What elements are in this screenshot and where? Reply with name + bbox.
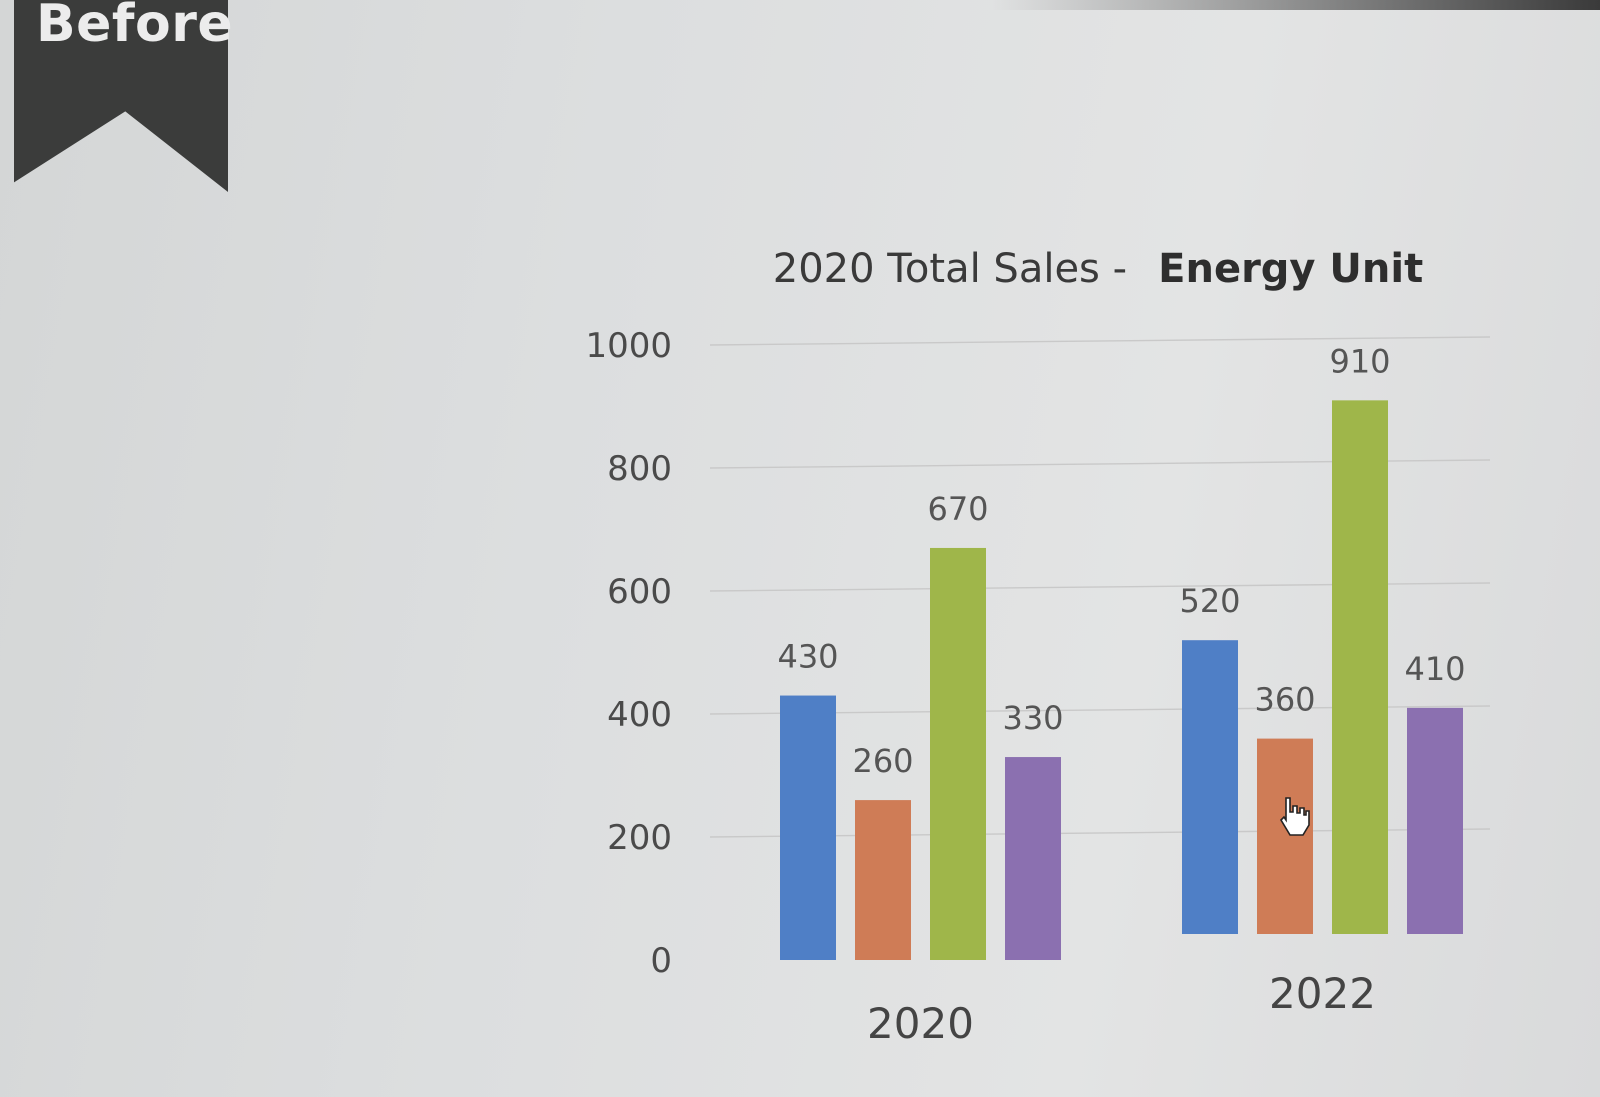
y-tick-label: 400 xyxy=(607,695,672,735)
y-axis-ticks: 0 200 400 600 800 1000 xyxy=(585,326,672,981)
hand-pointer-icon xyxy=(1279,797,1310,836)
category-label: 2020 xyxy=(867,999,974,1048)
data-label: 520 xyxy=(1179,582,1240,620)
category-label: 2022 xyxy=(1269,969,1376,1018)
data-label: 910 xyxy=(1329,342,1390,380)
y-tick-label: 600 xyxy=(607,572,672,612)
data-label: 260 xyxy=(852,742,913,780)
category-labels: 2020 2022 xyxy=(867,969,1376,1048)
bars xyxy=(780,400,1463,960)
data-label: 430 xyxy=(777,638,838,676)
y-tick-label: 800 xyxy=(607,449,672,489)
bar xyxy=(930,547,986,960)
y-tick-label: 200 xyxy=(607,818,672,858)
chart-title-main: 2020 Total Sales - xyxy=(773,246,1127,292)
bar xyxy=(1182,640,1238,934)
y-tick-label: 1000 xyxy=(585,326,672,366)
bar xyxy=(855,800,911,960)
bar xyxy=(780,695,836,960)
bar xyxy=(1257,738,1313,934)
chart-title-emphasis: Energy Unit xyxy=(1158,246,1423,292)
bar xyxy=(1005,757,1061,960)
data-label: 670 xyxy=(927,490,988,528)
before-label: Before xyxy=(36,0,234,54)
screen-edge xyxy=(0,0,1600,10)
y-tick-label: 0 xyxy=(650,941,672,981)
data-label: 360 xyxy=(1254,681,1315,719)
data-labels: 430 260 670 330 520 360 910 410 xyxy=(777,342,1465,780)
bar xyxy=(1407,707,1463,934)
bar xyxy=(1332,400,1388,935)
chart-title: 2020 Total Sales - Energy Unit xyxy=(773,246,1423,292)
gridline xyxy=(709,336,1491,346)
data-label: 330 xyxy=(1002,699,1063,737)
data-label: 410 xyxy=(1404,650,1465,688)
